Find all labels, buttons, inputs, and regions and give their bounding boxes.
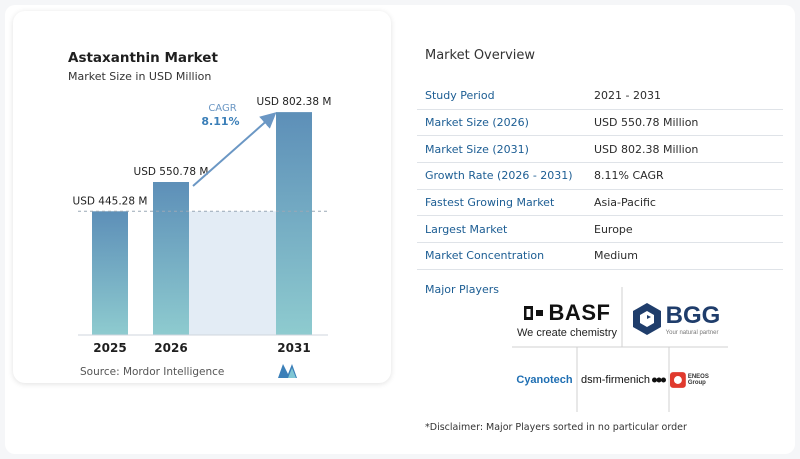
overview-row: Growth Rate (2026 - 2031) 8.11% CAGR [417, 163, 783, 190]
source-text: Source: Mordor Intelligence [80, 366, 225, 378]
dsm-firmenich-name: dsm-firmenich [580, 374, 651, 386]
overview-label: Largest Market [425, 222, 508, 236]
data-label-2031: USD 802.38 M [257, 96, 332, 108]
cagr-arrow [192, 112, 277, 187]
overview-value: 8.11% CAGR [594, 169, 664, 183]
basf-logo: BASF We create chemistry [512, 295, 622, 343]
cagr-value: 8.11% [201, 115, 239, 128]
chart-subtitle: Market Size in USD Million [68, 70, 212, 83]
dsm-firmenich-logo: dsm-firmenich [578, 367, 669, 393]
dsm-dots-icon [652, 377, 667, 383]
overview-value: Europe [594, 222, 633, 236]
overview-value: Medium [594, 249, 638, 263]
bgg-logo: BGG Your natural partner [624, 293, 728, 345]
overview-table: Study Period 2021 - 2031 Market Size (20… [417, 83, 783, 270]
overview-row: Market Size (2026) USD 550.78 Million [417, 110, 783, 137]
bgg-tagline: Your natural partner [665, 330, 719, 336]
overview-label: Study Period [425, 89, 495, 103]
eneos-name: ENEOS Group [687, 374, 709, 386]
overview-row: Largest Market Europe [417, 216, 783, 244]
overview-value: USD 802.38 Million [594, 142, 699, 156]
overview-value: USD 550.78 Million [594, 116, 699, 130]
logo-grid-lines [512, 287, 728, 412]
category-label-2025: 2025 [93, 341, 126, 355]
eneos-logo: ENEOS Group [670, 369, 728, 391]
overview-label: Fastest Growing Market [425, 196, 555, 210]
data-label-2025: USD 445.28 M [73, 195, 148, 207]
overview-label: Market Size (2026) [425, 116, 529, 130]
major-players-label: Major Players [425, 283, 499, 296]
overview-row: Market Size (2031) USD 802.38 Million [417, 136, 783, 164]
disclaimer-text: *Disclaimer: Major Players sorted in no … [425, 422, 687, 433]
overview-label: Market Size (2031) [425, 142, 529, 156]
overview-row: Fastest Growing Market Asia-Pacific [417, 190, 783, 217]
cyanotech-name: Cyanotech [516, 374, 573, 386]
cagr-label: CAGR [208, 103, 236, 114]
overview-title: Market Overview [425, 48, 536, 63]
eneos-mark-icon [670, 372, 686, 388]
overview-label: Market Concentration [425, 249, 545, 263]
bar-2031 [276, 112, 312, 335]
overview-label: Growth Rate (2026 - 2031) [425, 169, 573, 183]
overview-row: Market Concentration Medium [417, 243, 783, 270]
bgg-name: BGG [665, 302, 721, 329]
basf-tagline: We create chemistry [516, 326, 618, 339]
category-label-2031: 2031 [277, 341, 310, 355]
major-players-logos: BASF We create chemistry BGG Your natura… [512, 287, 728, 412]
data-label-2026: USD 550.78 M [134, 166, 209, 178]
overview-row: Study Period 2021 - 2031 [417, 83, 783, 110]
overview-value: 2021 - 2031 [594, 89, 661, 103]
category-label-2026: 2026 [154, 341, 187, 355]
chart-title: Astaxanthin Market [68, 50, 218, 66]
mordor-logo-icon [278, 364, 297, 378]
cyanotech-logo: Cyanotech [512, 369, 577, 391]
basf-mark-icon [523, 305, 543, 320]
overview-value: Asia-Pacific [594, 196, 656, 210]
bar-2025 [92, 211, 128, 335]
bgg-hexagon-icon [632, 303, 661, 335]
bar-2026 [153, 182, 189, 335]
basf-name: BASF [548, 299, 611, 325]
